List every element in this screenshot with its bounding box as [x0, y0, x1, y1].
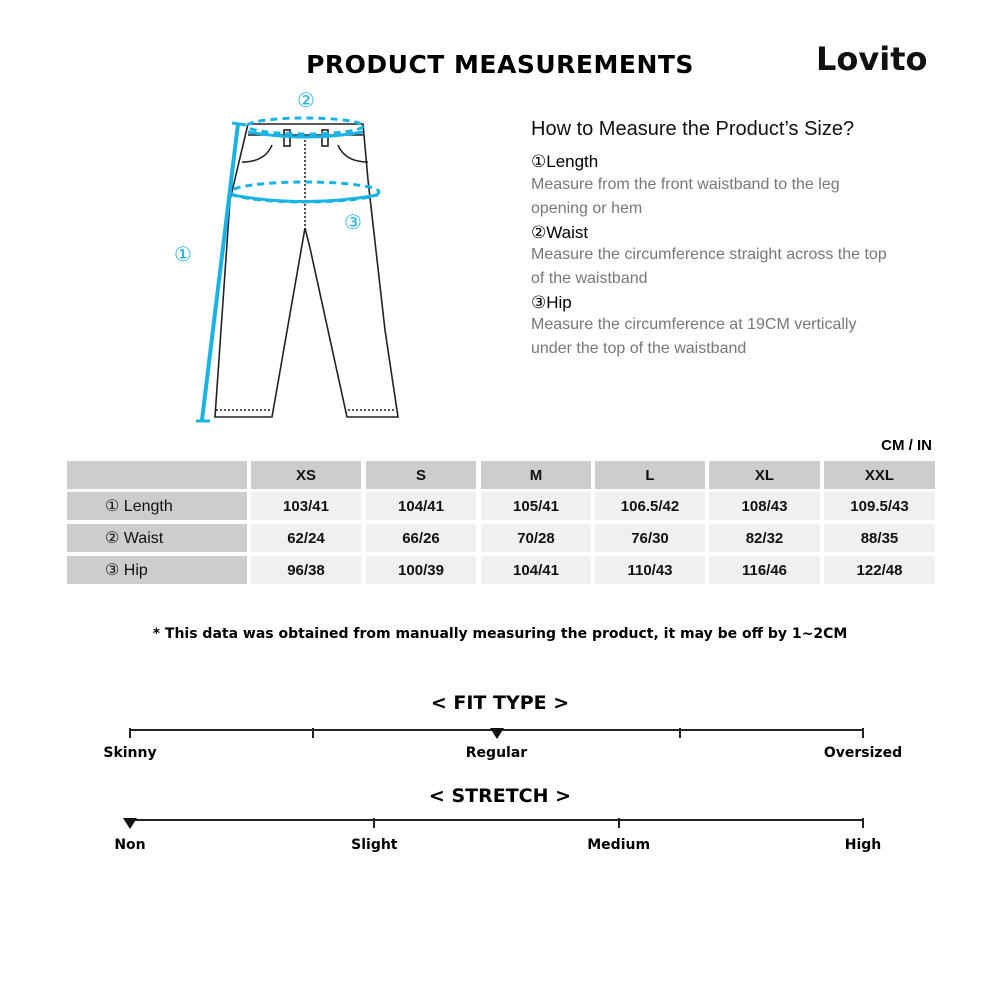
scale-label: Skinny — [103, 745, 157, 761]
scale-label: Oversized — [823, 745, 903, 761]
scale-tick — [678, 728, 681, 738]
table-cell: 66/26 — [366, 524, 476, 552]
size-header: XL — [709, 461, 820, 489]
table-corner — [67, 461, 247, 489]
guide-title: How to Measure the Product’s Size? — [531, 118, 855, 140]
selected-marker-icon — [489, 728, 504, 739]
size-header: XXL — [824, 461, 935, 489]
scale-label: Slight — [351, 837, 398, 853]
table-cell: 110/43 — [595, 556, 705, 584]
table-cell: 122/48 — [824, 556, 935, 584]
stretch-scale — [130, 819, 863, 821]
pants-outline — [214, 123, 399, 418]
waist-marker: ② — [297, 88, 315, 112]
table-cell: 62/24 — [251, 524, 361, 552]
size-header: S — [366, 461, 476, 489]
brand-logo: Lovito — [816, 40, 928, 78]
table-cell: 88/35 — [824, 524, 935, 552]
table-cell: 108/43 — [709, 492, 820, 520]
row-label: ① Length — [67, 492, 247, 520]
table-cell: 70/28 — [481, 524, 591, 552]
scale-label: Regular — [465, 745, 528, 761]
size-header: XS — [251, 461, 361, 489]
scale-label: Medium — [587, 837, 651, 853]
page-title: PRODUCT MEASUREMENTS — [306, 50, 694, 79]
table-cell: 104/41 — [481, 556, 591, 584]
table-cell: 100/39 — [366, 556, 476, 584]
scale-tick — [373, 818, 376, 828]
scale-label: High — [844, 837, 882, 853]
fit-type-title: < FIT TYPE > — [430, 692, 570, 714]
row-label: ③ Hip — [67, 556, 247, 584]
table-cell: 76/30 — [595, 524, 705, 552]
waist-heading: ②Waist — [531, 223, 589, 242]
table-cell: 116/46 — [709, 556, 820, 584]
stretch-title: < STRETCH > — [428, 785, 572, 807]
table-cell: 106.5/42 — [595, 492, 705, 520]
hip-heading: ③Hip — [531, 293, 572, 312]
waist-desc: Measure the circumference straight acros… — [531, 246, 887, 287]
scale-tick — [862, 728, 864, 738]
unit-label: CM / IN — [881, 437, 932, 454]
table-cell: 109.5/43 — [824, 492, 935, 520]
scale-tick — [312, 728, 315, 738]
table-cell: 105/41 — [481, 492, 591, 520]
selected-marker-icon — [123, 818, 137, 829]
length-marker: ① — [174, 242, 192, 266]
size-header: L — [595, 461, 705, 489]
hip-marker: ③ — [344, 210, 362, 234]
row-label: ② Waist — [67, 524, 247, 552]
table-cell: 104/41 — [366, 492, 476, 520]
scale-tick — [862, 818, 864, 828]
table-cell: 96/38 — [251, 556, 361, 584]
table-cell: 82/32 — [709, 524, 820, 552]
scale-tick — [617, 818, 620, 828]
length-desc: Measure from the front waistband to the … — [531, 176, 840, 217]
length-heading: ①Length — [531, 152, 599, 171]
table-cell: 103/41 — [251, 492, 361, 520]
measure-lines — [196, 116, 381, 423]
size-header: M — [481, 461, 591, 489]
scale-tick — [129, 728, 131, 738]
pants-diagram: ① ② ③ — [174, 88, 399, 423]
hip-desc: Measure the circumference at 19CM vertic… — [531, 316, 857, 357]
measurement-note: * This data was obtained from manually m… — [152, 626, 848, 642]
scale-label: Non — [114, 837, 146, 853]
